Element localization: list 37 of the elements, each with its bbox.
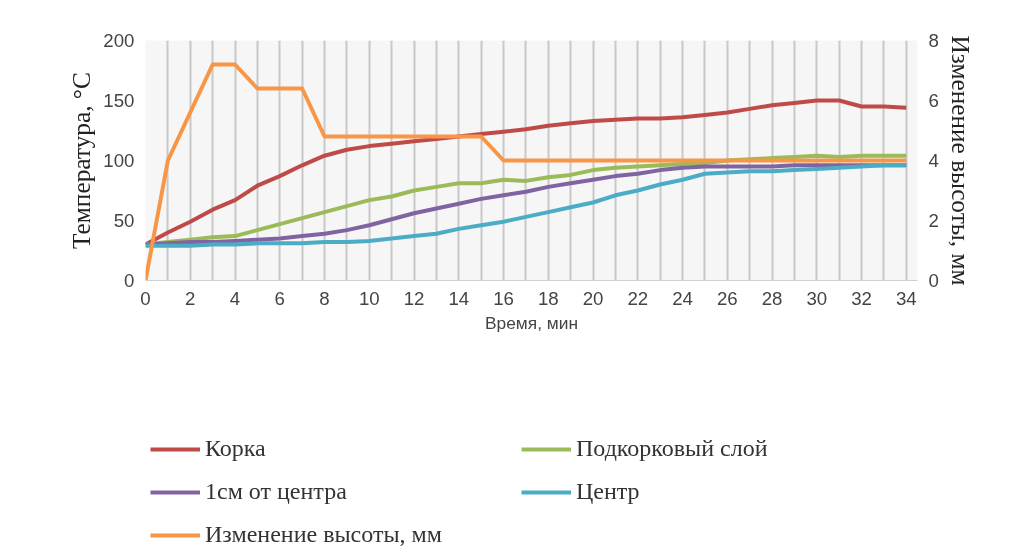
x-tick-label: 6 (274, 287, 285, 309)
y-tick-label: 150 (103, 90, 135, 111)
y-tick-label: 50 (113, 210, 135, 231)
x-tick-label: 20 (582, 287, 604, 309)
line-series (145, 62, 909, 281)
y2-tick-label: 2 (928, 210, 939, 231)
legend-label: Подкорковый слой (576, 435, 769, 462)
y-tick-label: 0 (124, 270, 135, 291)
x-tick-label: 34 (895, 287, 917, 309)
y2-tick-label: 8 (928, 30, 939, 51)
x-tick-label: 26 (716, 287, 738, 309)
y-tick-label: 200 (103, 30, 135, 51)
x-tick-label: 24 (672, 287, 693, 309)
x-axis-title: Время, мин (485, 312, 578, 333)
x-tick-label: 12 (403, 287, 425, 309)
x-tick-label: 16 (493, 287, 514, 309)
x-tick-label: 14 (448, 287, 470, 309)
y2-tick-label: 0 (928, 270, 939, 291)
x-tick-label: 32 (851, 287, 872, 309)
legend-label: Корка (205, 435, 267, 462)
x-tick-label: 30 (806, 287, 828, 309)
y2-tick-label: 4 (928, 150, 939, 171)
legend-label: Изменение высоты, мм (205, 521, 443, 548)
y-axis-title: Температура, °C (67, 72, 96, 249)
x-tick-label: 10 (358, 287, 380, 309)
x-tick-label: 8 (319, 287, 330, 309)
x-tick-label: 2 (185, 287, 196, 309)
x-tick-label: 4 (229, 287, 241, 309)
x-tick-label: 18 (537, 287, 559, 309)
y-tick-label: 100 (103, 150, 135, 171)
legend-label: 1см от центра (205, 478, 348, 505)
x-tick-label: 28 (761, 287, 783, 309)
legend-label: Центр (576, 478, 641, 505)
x-tick-label: 22 (627, 287, 649, 309)
y2-axis-title: Изменение высоты, мм (946, 35, 975, 286)
y2-tick-label: 6 (928, 90, 939, 111)
x-tick-label: 0 (140, 287, 151, 309)
